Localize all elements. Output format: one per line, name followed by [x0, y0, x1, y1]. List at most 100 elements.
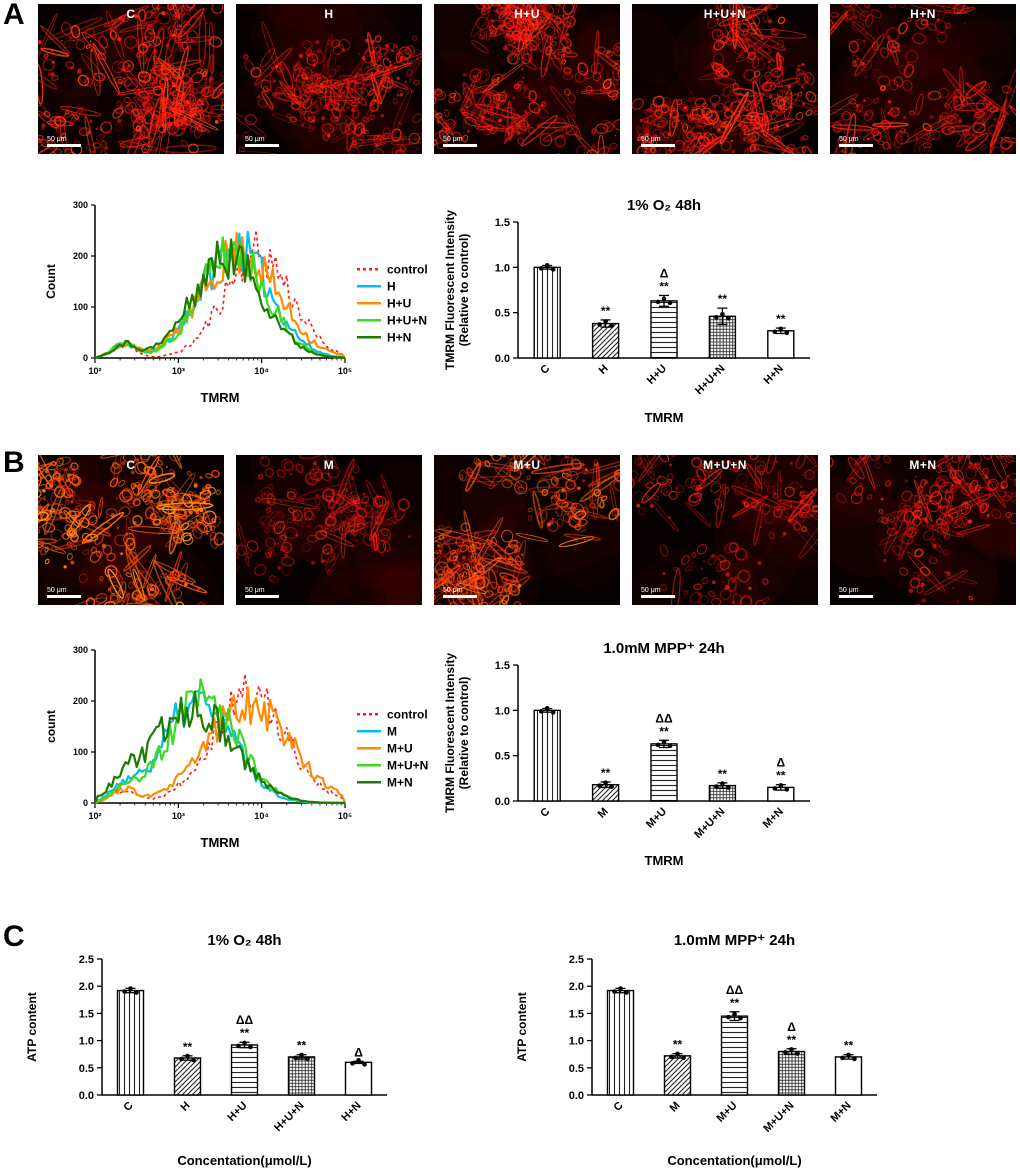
- scale-bar-line: [839, 595, 873, 598]
- bar-M: [663, 1055, 692, 1096]
- fluorescence-image: [632, 455, 818, 605]
- y-tick-label: 1.5: [495, 217, 510, 229]
- data-point: [669, 1054, 674, 1060]
- x-tick-label: 10³: [172, 366, 185, 376]
- significance-mark: Δ: [776, 756, 785, 770]
- y-tick-label: 0: [83, 798, 88, 808]
- scale-bar: 50 μm: [839, 587, 873, 598]
- series-curve-control: [94, 229, 346, 359]
- data-point: [738, 1015, 743, 1021]
- micrograph-a-2: H 50 μm: [236, 4, 422, 154]
- panel-label-c: C: [3, 920, 25, 953]
- bar-chart-tmrm-hypoxia: 1% O₂ 48h 0.0 0.5 1.0 1.5 TMRM Fluorescent In…: [440, 190, 830, 430]
- x-category-label: H+U: [645, 363, 669, 387]
- scale-bar-text: 50 μm: [641, 587, 661, 594]
- legend-label: H+N: [387, 330, 411, 344]
- micrograph-a-5: H+N 50 μm: [830, 4, 1016, 154]
- data-point: [783, 1050, 788, 1055]
- micrograph-label: H+N: [910, 7, 936, 21]
- y-tick-label: 300: [73, 645, 88, 655]
- bar-C: [533, 709, 561, 802]
- data-point: [795, 1051, 800, 1056]
- x-category-label: C: [612, 1100, 626, 1114]
- fluorescence-image: [830, 455, 1016, 605]
- scale-bar-line: [47, 144, 81, 147]
- fluorescence-image: [434, 455, 620, 605]
- micrograph-row-a: C 50 μm H 50 μm H+U 50 μm H+U+N 50 μm H+N 50 μm: [38, 4, 1016, 154]
- scale-bar-line: [641, 595, 675, 598]
- scale-bar-line: [47, 595, 81, 598]
- data-point: [299, 1052, 304, 1058]
- bar-H+U+N: [287, 1056, 316, 1096]
- data-point: [726, 1014, 731, 1020]
- y-tick-label: 1.0: [79, 1036, 94, 1048]
- bar-chart-atp-hypoxia: 1% O₂ 48h 0.0 0.5 1.0 1.5 2.0 2.5 ATP content Co…: [22, 925, 432, 1173]
- bar-M+U: [650, 743, 678, 802]
- data-point: [675, 1051, 680, 1057]
- data-point: [667, 743, 673, 749]
- scale-bar-line: [245, 144, 279, 147]
- fluorescence-image: [38, 455, 224, 605]
- significance-mark: **: [659, 724, 669, 738]
- y-tick-label: 0.5: [495, 308, 510, 320]
- scale-bar-text: 50 μm: [641, 136, 661, 143]
- significance-mark: **: [718, 292, 728, 306]
- data-point: [840, 1055, 845, 1061]
- y-tick-label: 0: [83, 353, 88, 363]
- data-point: [732, 1011, 737, 1017]
- significance-mark: **: [297, 1039, 307, 1053]
- fluorescence-image: [632, 4, 818, 154]
- significance-mark: ΔΔ: [236, 1013, 254, 1027]
- data-point: [248, 1044, 253, 1050]
- x-axis-title: TMRM: [201, 835, 240, 850]
- data-point: [544, 706, 550, 711]
- significance-mark: **: [730, 996, 740, 1010]
- data-point: [726, 785, 731, 790]
- data-point: [544, 263, 550, 268]
- x-category-label: M+U: [644, 806, 669, 831]
- y-tick-label: 0.0: [495, 796, 510, 808]
- y-tick-label: 2.5: [569, 954, 584, 966]
- data-point: [852, 1056, 857, 1062]
- data-point: [597, 322, 602, 327]
- y-axis-title: TMRM Fluorescent Intensity: [443, 653, 457, 813]
- data-point: [128, 986, 133, 991]
- y-tick-label: 0.0: [569, 1090, 584, 1102]
- flow-histogram-a: 0 100 200 300 10² 10³ 10⁴ 10⁵ Count TMRM control H H…: [40, 193, 460, 408]
- y-tick-label: 2.5: [79, 954, 94, 966]
- micrograph-a-4: H+U+N 50 μm: [632, 4, 818, 154]
- scale-bar-text: 50 μm: [245, 136, 265, 143]
- x-category-label: H+N: [762, 363, 786, 387]
- series-curve-H+N: [94, 238, 346, 360]
- legend-label: H: [387, 279, 396, 293]
- data-point: [122, 989, 127, 994]
- scale-bar-line: [839, 144, 873, 147]
- y-tick-label: 1.0: [495, 262, 510, 274]
- y-axis-title: count: [44, 710, 58, 743]
- fluorescence-image: [236, 4, 422, 154]
- series-curve-M+N: [93, 690, 346, 805]
- significance-mark: **: [183, 1040, 193, 1054]
- x-category-label: C: [538, 806, 552, 820]
- micrograph-a-1: C 50 μm: [38, 4, 224, 154]
- data-point: [789, 1047, 794, 1052]
- data-point: [778, 783, 784, 788]
- data-point: [134, 990, 139, 995]
- y-tick-label: 0.0: [79, 1090, 94, 1102]
- y-tick-label: 0.0: [495, 353, 510, 365]
- y-tick-label: 1.5: [495, 660, 510, 672]
- scale-bar-text: 50 μm: [443, 136, 463, 143]
- data-point: [772, 329, 778, 335]
- micrograph-b-4: M+U+N 50 μm: [632, 455, 818, 605]
- bar-H: [591, 322, 620, 359]
- x-tick-label: 10⁵: [338, 811, 352, 821]
- micrograph-label: C: [126, 458, 136, 472]
- scale-bar-line: [641, 144, 675, 147]
- fluorescence-image: [434, 4, 620, 154]
- scale-bar: 50 μm: [245, 587, 279, 598]
- micrograph-b-2: M 50 μm: [236, 455, 422, 605]
- y-tick-label: 1.5: [79, 1008, 94, 1020]
- data-point: [305, 1056, 310, 1062]
- data-point: [681, 1055, 686, 1061]
